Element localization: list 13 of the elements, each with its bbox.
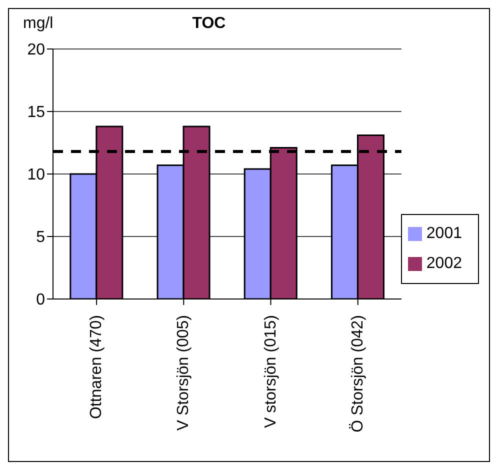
x-tick-label: Ottnaren (470) xyxy=(88,315,106,420)
y-tick-label: 5 xyxy=(36,229,46,246)
y-tick-label: 15 xyxy=(27,104,46,122)
y-tick-label: 0 xyxy=(36,292,46,309)
legend-label: 2002 xyxy=(426,255,462,272)
y-tick-label: 20 xyxy=(27,42,46,59)
x-tick-label: V storsjön (015) xyxy=(262,315,280,428)
y-tick-label: 10 xyxy=(27,166,46,184)
chart-title: TOC xyxy=(192,15,226,32)
legend-label: 2001 xyxy=(426,225,462,242)
x-tick-label: V Storsjön (005) xyxy=(175,315,192,431)
y-axis-title: mg/l xyxy=(23,15,54,33)
x-tick-label: Ö Storsjön (042) xyxy=(348,315,366,432)
